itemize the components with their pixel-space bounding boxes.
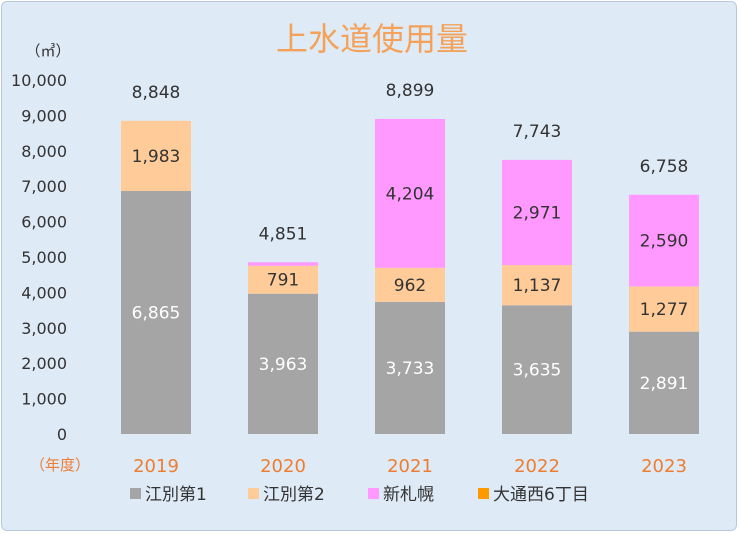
segment-value-label: 3,963	[259, 355, 308, 375]
y-tick-label: 5,000	[21, 248, 67, 267]
segment-value-label: 962	[394, 276, 426, 296]
segment-value-label: 3,733	[386, 359, 435, 379]
legend-swatch	[130, 488, 141, 499]
x-tick-label: 2019	[133, 456, 179, 477]
segment-value-label: 1,137	[513, 276, 562, 296]
x-axis-unit: （年度）	[30, 456, 90, 474]
y-tick-label: 9,000	[21, 106, 67, 125]
total-value-label: 8,848	[132, 83, 181, 103]
y-axis-unit: （㎥）	[25, 42, 70, 60]
bar-segment	[121, 190, 191, 434]
y-tick-label: 3,000	[21, 319, 67, 338]
y-tick-label: 4,000	[21, 283, 67, 302]
legend: 江別第1 江別第2 新札幌 大通西6丁目	[130, 485, 589, 505]
bar-segment	[629, 331, 699, 434]
bar-segment	[375, 267, 445, 302]
bar-segment	[375, 118, 445, 268]
bar-segment	[502, 159, 572, 266]
bar-segment	[502, 305, 572, 434]
y-axis-ticks: 0 1,000 2,000 3,000 4,000 5,000 6,000 7,000 8,00…	[11, 71, 67, 444]
segment-value-label: 1,983	[132, 147, 181, 167]
segment-value-label: 4,204	[386, 184, 435, 204]
x-tick-label: 2022	[514, 456, 560, 477]
x-axis-ticks: 2019 2020 2021 2022 2023	[133, 456, 687, 477]
segment-value-label: 791	[267, 271, 299, 291]
total-value-label: 7,743	[513, 122, 562, 142]
legend-swatch	[248, 488, 259, 499]
y-tick-label: 7,000	[21, 177, 67, 196]
bar-segment	[121, 120, 191, 191]
x-tick-label: 2023	[641, 456, 687, 477]
bars-group: 6,865 1,983 8,848 3,963 791 4,851 3,733 962 4,20…	[121, 81, 699, 434]
total-value-label: 4,851	[259, 224, 308, 244]
bar-segment	[375, 301, 445, 434]
y-tick-label: 1,000	[21, 390, 67, 409]
bar-segment	[248, 265, 318, 294]
bar-segment	[248, 293, 318, 434]
legend-swatch	[478, 488, 489, 499]
bar-segment	[629, 194, 699, 287]
chart-title: 上水道使用量	[276, 20, 468, 58]
y-tick-label: 2,000	[21, 354, 67, 373]
y-tick-label: 6,000	[21, 213, 67, 232]
bar-segment	[502, 265, 572, 306]
legend-label: 江別第2	[263, 485, 325, 505]
segment-value-label: 2,891	[640, 374, 689, 394]
x-tick-label: 2021	[387, 456, 433, 477]
total-value-label: 8,899	[386, 81, 435, 101]
legend-label: 大通西6丁目	[493, 485, 589, 505]
segment-value-label: 3,635	[513, 361, 562, 381]
y-tick-label: 10,000	[11, 71, 67, 90]
segment-value-label: 2,590	[640, 232, 689, 252]
bar-segment	[629, 286, 699, 332]
segment-value-label: 2,971	[513, 203, 562, 223]
y-tick-label: 8,000	[21, 142, 67, 161]
legend-label: 江別第1	[145, 485, 207, 505]
segment-value-label: 1,277	[640, 300, 689, 320]
y-tick-label: 0	[57, 425, 67, 444]
legend-label: 新札幌	[383, 485, 434, 505]
segment-value-label: 6,865	[132, 303, 181, 323]
x-tick-label: 2020	[260, 456, 306, 477]
total-value-label: 6,758	[640, 157, 689, 177]
bar-segment	[248, 262, 318, 266]
legend-swatch	[368, 488, 379, 499]
